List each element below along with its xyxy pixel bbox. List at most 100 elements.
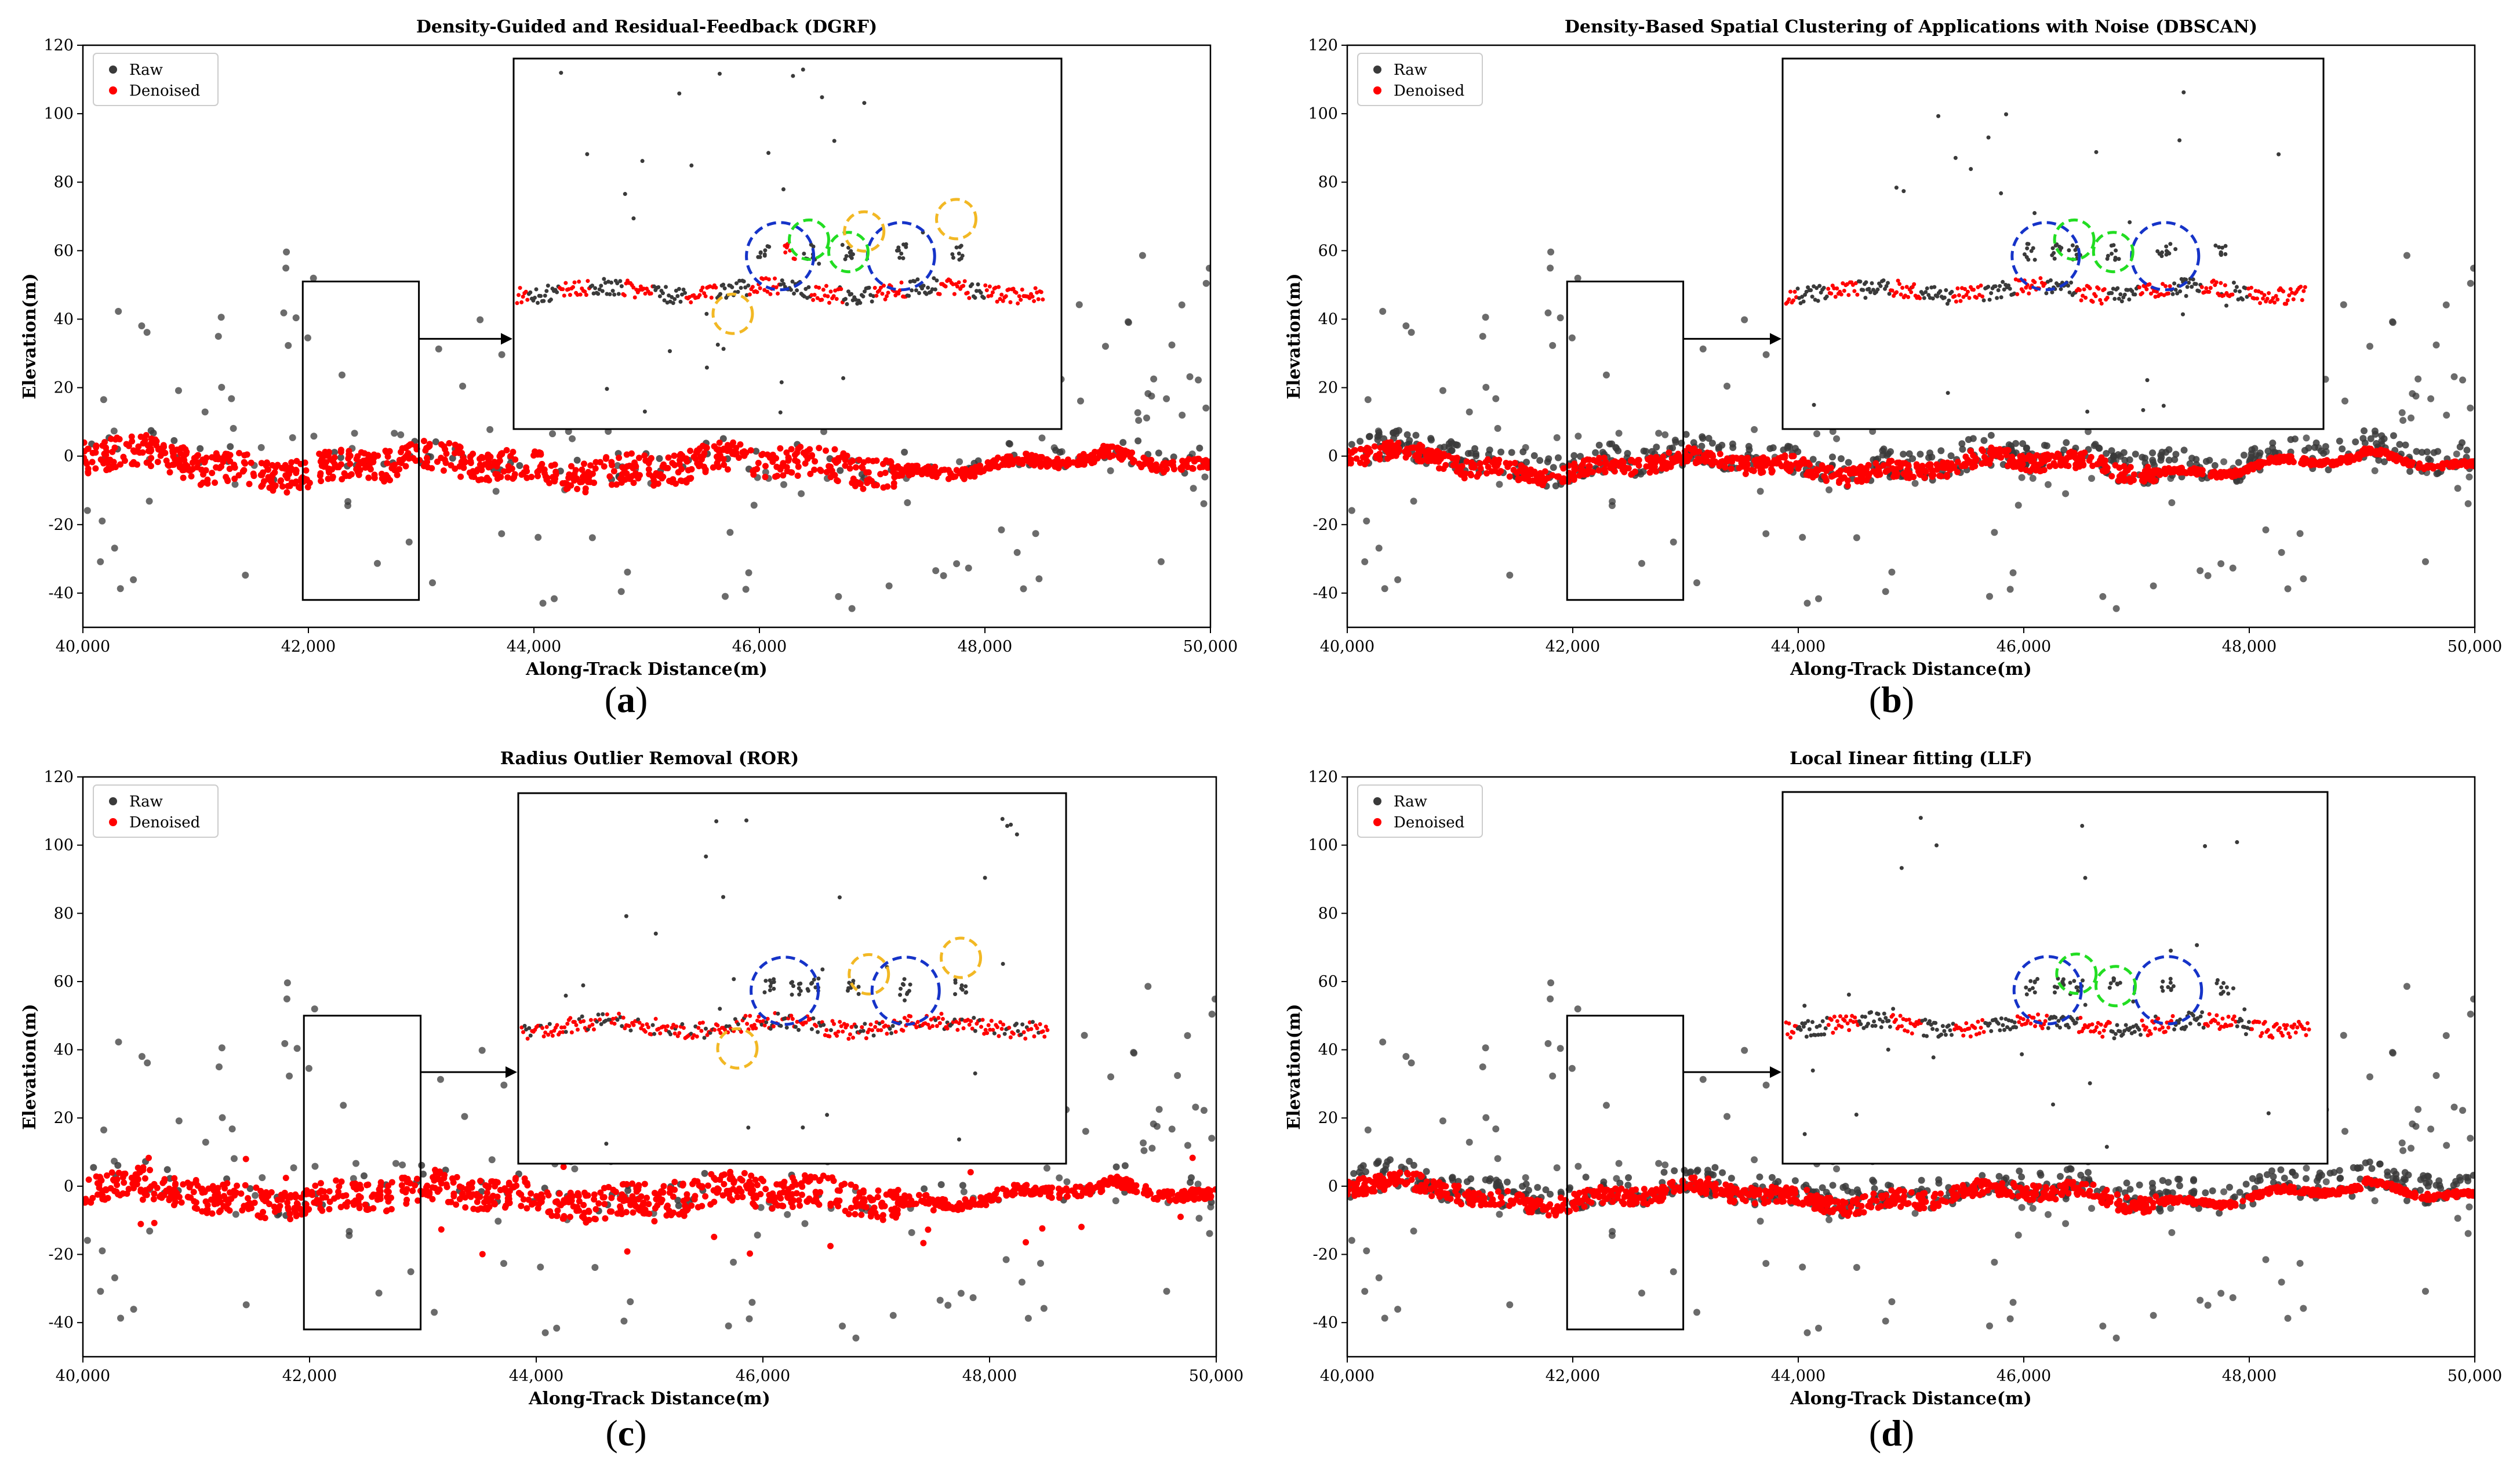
denoised-point [1497,468,1504,475]
denoised-point [780,472,787,479]
y-tick-label: 0 [1328,448,1338,466]
denoised-point [89,459,96,466]
denoised-point [405,450,412,457]
raw-point [214,333,222,340]
raw-point [115,308,122,315]
denoised-point [483,1189,490,1196]
legend-raw-marker [1373,66,1381,74]
denoised-point [1109,443,1116,450]
inset-raw-point [721,347,726,351]
raw-point [500,1260,507,1267]
raw-point [1614,447,1622,455]
inset-raw-point [1986,135,1991,140]
denoised-point [2077,455,2083,462]
inset-denoised-point [2038,276,2043,281]
inset-denoised-point [878,285,883,290]
denoised-point [1701,458,1708,465]
raw-point [289,434,296,441]
denoised-point [1664,460,1671,467]
denoised-point [226,1207,233,1214]
inset-denoised-point [1904,285,1909,289]
x-tick-label: 46,000 [732,638,787,656]
denoised-point [337,449,344,456]
inset-raw-point [1884,284,1889,289]
denoised-point [1454,455,1461,462]
inset-cluster-point [2117,257,2121,261]
raw-point [1980,437,1988,444]
inset-cluster-point [802,252,806,256]
inset-denoised-point [518,286,522,290]
inset-denoised-point [989,293,994,298]
denoised-point [99,457,106,464]
raw-point [1888,568,1896,576]
denoised-point [687,448,694,455]
denoised-point [512,456,519,463]
inset-denoised-point [689,300,693,304]
raw-point [1595,441,1603,449]
denoised-point [2177,469,2184,476]
inset-raw-point [907,293,911,298]
raw-point [373,560,381,567]
raw-point [431,1309,438,1316]
inset-denoised-point [2102,287,2107,292]
raw-point [541,1329,549,1336]
inset-denoised-point [990,290,995,295]
y-tick-label: -20 [1313,516,1338,534]
raw-point [283,995,290,1002]
inset-raw-point [846,289,851,294]
inset-denoised-point [2219,281,2223,285]
denoised-point [424,459,431,466]
denoised-point [283,489,290,496]
denoised-point [383,449,390,456]
denoised-point [842,1208,849,1215]
denoised-point [831,446,838,453]
denoised-point [665,454,672,461]
denoised-point [1387,439,1394,446]
inset-cluster-point [2114,248,2118,253]
inset-raw-point [781,187,786,192]
raw-point [1135,417,1143,424]
denoised-point [2416,463,2423,470]
denoised-point [269,462,276,468]
raw-point [280,309,288,317]
denoised-point [92,449,99,456]
raw-point [745,569,752,576]
denoised-point [147,1167,154,1174]
denoised-point [111,444,118,451]
denoised-point [321,453,328,460]
inset-denoised-point [2147,282,2152,286]
denoised-point [991,1193,998,1200]
denoised-point [1375,452,1382,459]
denoised-point [888,459,894,466]
raw-point [2235,459,2242,466]
denoised-point [1097,1189,1104,1196]
denoised-point [143,432,150,439]
inset-denoised-point [2168,284,2172,289]
denoised-point [420,438,427,445]
denoised-point [1351,447,1358,454]
inset-denoised-point [984,288,989,293]
inset-raw-point [917,291,921,296]
raw-point [2018,474,2026,481]
inset-raw-point [593,286,598,290]
denoised-point [710,464,717,471]
denoised-point [1347,448,1351,455]
raw-point [742,586,750,593]
denoised-point [1689,446,1696,453]
inset-denoised-point [827,300,832,305]
chart-panel-1: Density-Guided and Residual-Feedback (DG… [20,17,1238,680]
raw-point [1200,500,1208,507]
raw-point [282,264,290,272]
plot-frame [1346,44,2476,628]
legend-raw-label: Raw [129,61,163,79]
denoised-point [129,460,136,467]
x-tick-label: 40,000 [56,638,110,656]
inset-denoised-point [577,279,581,284]
inset-raw-point [2085,409,2090,414]
inset-raw-point [976,282,980,286]
inset-raw-point [590,284,595,288]
denoised-point [1650,465,1657,472]
inset-cluster-point [784,245,789,250]
denoised-point [346,473,352,479]
inset-denoised-point [872,286,877,290]
